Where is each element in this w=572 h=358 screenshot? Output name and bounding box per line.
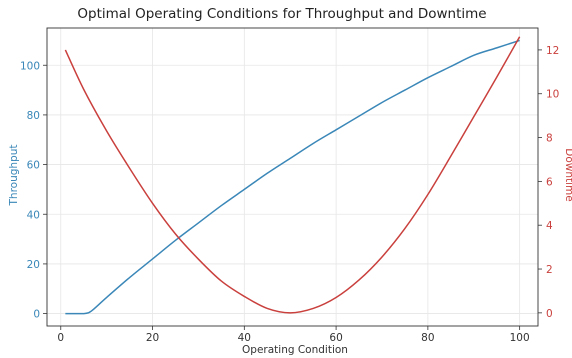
y-left-tick-label: 40 — [27, 209, 40, 221]
axes: 0 20 40 60 80 100 0 20 40 60 80 100 0 2 4 6 8 10 12 — [20, 27, 559, 344]
y-right-tick-label: 4 — [546, 220, 553, 232]
chart-title: Optimal Operating Conditions for Through… — [77, 6, 486, 22]
y-right-tick-label: 6 — [546, 176, 553, 188]
x-tick-label: 20 — [146, 332, 159, 344]
x-tick-label: 100 — [510, 332, 530, 344]
x-tick-label: 0 — [57, 332, 64, 344]
series-lines — [64, 36, 521, 315]
y-right-tick-label: 2 — [546, 264, 553, 276]
series-line-downtime — [64, 36, 521, 314]
grid — [47, 28, 538, 326]
y-right-tick-label: 0 — [546, 308, 553, 320]
x-tick-label: 60 — [329, 332, 342, 344]
y-axis-right-title: Downtime — [563, 148, 572, 201]
x-tick-label: 40 — [238, 332, 251, 344]
x-axis-title: Operating Condition — [242, 344, 348, 356]
y-right-tick-label: 12 — [546, 45, 559, 57]
plot-frame — [46, 27, 539, 327]
series-line-throughput — [65, 39, 520, 315]
y-left-tick-label: 60 — [27, 160, 40, 172]
y-left-tick-label: 80 — [27, 110, 40, 122]
y-left-tick-label: 0 — [33, 309, 40, 321]
y-right-tick-label: 8 — [546, 133, 553, 145]
y-axis-left-title: Throughput — [8, 145, 20, 207]
y-left-tick-label: 100 — [20, 60, 40, 72]
y-right-tick-label: 10 — [546, 89, 559, 101]
y-left-tick-label: 20 — [27, 259, 40, 271]
x-tick-label: 80 — [421, 332, 434, 344]
